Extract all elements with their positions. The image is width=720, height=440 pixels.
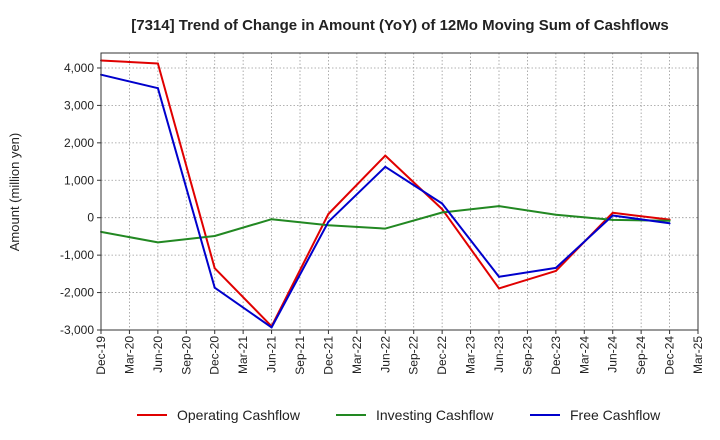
y-tick-label: 3,000 <box>64 98 94 112</box>
data-point-investing-cashflow <box>384 227 387 230</box>
data-point-free-cashflow <box>384 165 387 168</box>
series-lines <box>100 59 671 329</box>
x-tick-label: Sep-23 <box>520 336 534 375</box>
grid-lines <box>100 53 699 331</box>
data-point-free-cashflow <box>213 286 216 289</box>
data-point-free-cashflow <box>156 87 159 90</box>
data-point-investing-cashflow <box>270 218 273 221</box>
data-point-investing-cashflow <box>668 219 671 222</box>
axes: -3,000 -2,000 -1,000 0 1,000 2,000 3,000 4,000 D… <box>60 52 705 375</box>
x-tick-label: Sep-20 <box>179 336 193 375</box>
data-point-free-cashflow <box>327 220 330 223</box>
data-point-operating-cashflow <box>611 211 614 214</box>
x-tick-label: Dec-21 <box>321 336 335 375</box>
x-tick-label: Mar-20 <box>122 336 136 374</box>
legend-label-operating-cashflow: Operating Cashflow <box>177 407 301 423</box>
x-tick-label: Jun-23 <box>492 336 506 373</box>
y-tick-label: 4,000 <box>64 61 94 75</box>
x-tick-label: Mar-23 <box>464 336 478 374</box>
legend-label-free-cashflow: Free Cashflow <box>570 407 661 423</box>
data-point-investing-cashflow <box>611 218 614 221</box>
data-point-investing-cashflow <box>213 235 216 238</box>
x-tick-label: Sep-24 <box>634 336 648 375</box>
data-point-investing-cashflow <box>156 241 159 244</box>
y-tick-label: -1,000 <box>60 248 94 262</box>
data-point-investing-cashflow <box>554 213 557 216</box>
legend: Operating Cashflow Investing Cashflow Free… <box>137 407 661 423</box>
data-point-free-cashflow <box>270 326 273 329</box>
plot-frame <box>100 52 699 331</box>
data-point-free-cashflow <box>611 214 614 217</box>
data-point-operating-cashflow <box>327 212 330 215</box>
data-point-operating-cashflow <box>384 154 387 157</box>
y-tick-label: 0 <box>87 211 94 225</box>
x-tick-label: Dec-20 <box>208 336 222 375</box>
y-tick-label: 2,000 <box>64 136 94 150</box>
x-tick-label: Dec-23 <box>549 336 563 375</box>
data-point-operating-cashflow <box>441 208 444 211</box>
y-tick-label: -2,000 <box>60 286 94 300</box>
x-tick-label: Jun-20 <box>151 336 165 373</box>
x-tick-label: Dec-19 <box>94 336 108 375</box>
data-point-free-cashflow <box>668 222 671 225</box>
data-point-free-cashflow <box>554 266 557 269</box>
data-point-investing-cashflow <box>441 211 444 214</box>
data-point-investing-cashflow <box>498 205 500 208</box>
y-axis-label: Amount (million yen) <box>7 133 22 252</box>
data-point-operating-cashflow <box>156 62 159 65</box>
chart-title: [7314] Trend of Change in Amount (YoY) o… <box>131 17 669 34</box>
x-tick-label: Mar-21 <box>236 336 250 374</box>
data-point-operating-cashflow <box>213 267 216 270</box>
x-tick-label: Dec-22 <box>435 336 449 375</box>
x-tick-label: Mar-22 <box>350 336 364 374</box>
legend-label-investing-cashflow: Investing Cashflow <box>376 407 494 423</box>
x-tick-label: Dec-24 <box>663 336 677 375</box>
data-point-free-cashflow <box>441 202 444 205</box>
x-tick-label: Jun-24 <box>606 336 620 373</box>
y-tick-label: 1,000 <box>64 173 94 187</box>
data-point-operating-cashflow <box>554 269 557 272</box>
data-point-free-cashflow <box>498 275 500 278</box>
x-tick-label: Sep-21 <box>293 336 307 375</box>
x-tick-label: Mar-24 <box>577 336 591 374</box>
x-tick-label: Jun-21 <box>265 336 279 373</box>
x-tick-label: Jun-22 <box>378 336 392 373</box>
x-tick-label: Mar-25 <box>691 336 705 374</box>
data-point-operating-cashflow <box>498 287 500 290</box>
x-tick-label: Sep-22 <box>407 336 421 375</box>
y-tick-label: -3,000 <box>60 323 94 337</box>
